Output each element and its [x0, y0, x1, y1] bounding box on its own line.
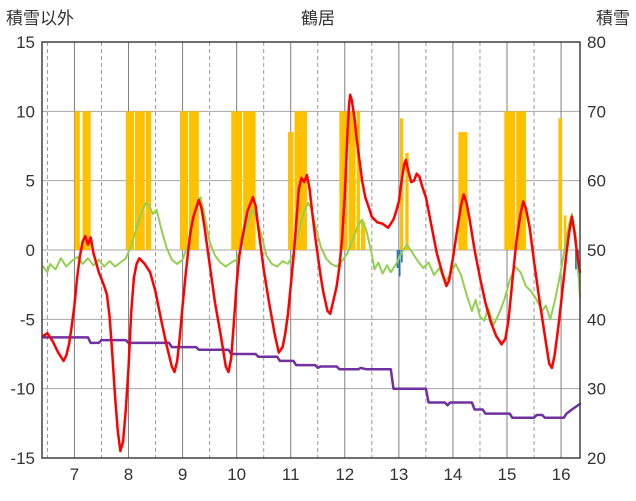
right-axis-tick-label: 70 [587, 102, 606, 121]
sunshine-bars [145, 111, 152, 250]
right-axis-tick-label: 60 [587, 172, 606, 191]
left-axis-tick-label: -15 [10, 449, 35, 468]
sunshine-bars [82, 111, 91, 250]
sunshine-bars [356, 111, 360, 250]
sunshine-bars [563, 215, 567, 250]
right-axis-tick-label: 40 [587, 310, 606, 329]
sunshine-bars [135, 111, 145, 250]
sunshine-bars [288, 132, 294, 250]
left-axis-tick-label: -5 [20, 310, 35, 329]
snow-depth-line [41, 336, 582, 420]
chart-title: 鶴居 [301, 9, 335, 28]
left-axis-tick-label: 10 [16, 102, 35, 121]
chart-header: 積雪以外 鶴居 積雪 [0, 2, 636, 31]
precipitation-bars [575, 250, 577, 270]
right-axis-tick-label: 30 [587, 380, 606, 399]
x-axis-tick-label: 15 [498, 465, 517, 484]
sunshine-bars [558, 118, 563, 251]
right-axis-tick-label: 50 [587, 241, 606, 260]
precipitation-bars [398, 250, 401, 277]
left-axis-tick-label: -10 [10, 380, 35, 399]
left-axis-tick-label: 0 [26, 241, 35, 260]
x-axis-tick-label: 11 [282, 465, 300, 484]
sunshine-bars [74, 111, 80, 250]
sunshine-bars [339, 111, 348, 250]
left-axis-tick-label: 15 [16, 33, 35, 52]
sunshine-bars [405, 152, 409, 250]
temperature-line [41, 93, 582, 453]
green-line [42, 196, 581, 326]
right-axis-title: 積雪 [596, 9, 630, 28]
sunshine-bars [504, 111, 516, 250]
sunshine-bars [125, 111, 134, 250]
right-axis-tick-label: 20 [587, 449, 606, 468]
sunshine-bars [458, 132, 468, 250]
plot-border [41, 41, 581, 459]
sunshine-bars [179, 111, 188, 250]
x-axis-tick-label: 10 [227, 465, 246, 484]
x-axis-tick-label: 7 [70, 465, 79, 484]
sunshine-bars [516, 111, 526, 250]
sunshine-bars [189, 111, 199, 250]
sunshine-bars [361, 222, 366, 250]
precipitation-bars [401, 250, 403, 263]
x-axis-tick-label: 8 [124, 465, 133, 484]
x-axis-tick-label: 9 [178, 465, 187, 484]
left-axis-title: 積雪以外 [6, 9, 74, 28]
x-axis-tick-label: 13 [389, 465, 408, 484]
left-axis-tick-label: 5 [26, 172, 35, 191]
sunshine-bars [348, 111, 356, 250]
x-axis-tick-label: 14 [443, 465, 462, 484]
right-axis-tick-label: 80 [587, 33, 606, 52]
x-axis-tick-label: 16 [552, 465, 571, 484]
sunshine-bars [231, 111, 243, 250]
x-axis-tick-label: 12 [335, 465, 354, 484]
